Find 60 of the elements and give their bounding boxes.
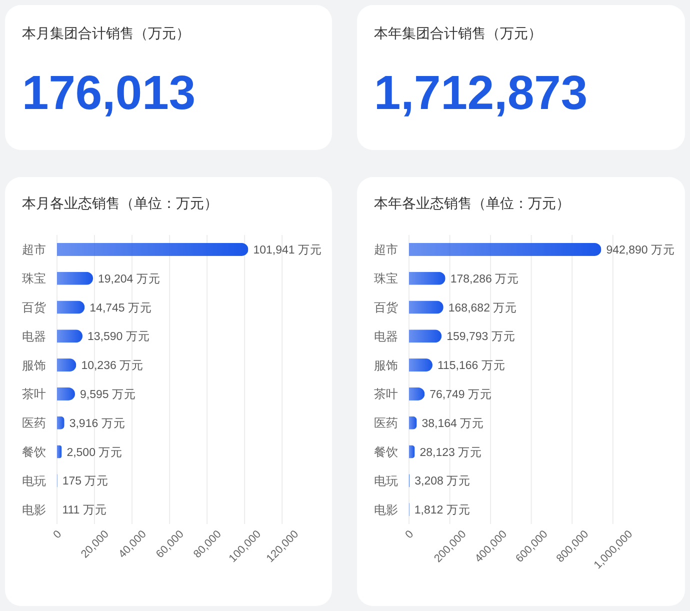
data-label: 3,208 万元 <box>414 474 471 488</box>
y-tick-label: 服饰 <box>374 358 398 372</box>
chart-title: 本月各业态销售（单位：万元） <box>22 195 218 211</box>
y-tick-label: 珠宝 <box>374 272 398 286</box>
y-tick-label: 百货 <box>374 300 398 314</box>
data-label: 28,123 万元 <box>420 446 482 459</box>
y-tick-label: 餐饮 <box>374 444 398 459</box>
y-tick-label: 医药 <box>374 416 398 430</box>
data-label: 3,916 万元 <box>69 416 126 430</box>
data-label: 19,204 万元 <box>98 272 160 286</box>
bar <box>409 358 432 372</box>
data-label: 168,682 万元 <box>448 301 518 314</box>
text: 176,013 <box>22 67 196 120</box>
y-tick-label: 茶叶 <box>22 387 46 402</box>
x-tick-label: 0 <box>403 528 416 542</box>
bar <box>57 300 85 314</box>
bar <box>409 300 444 314</box>
data-label: 76,749 万元 <box>430 388 492 401</box>
y-tick-label: 餐饮 <box>22 444 46 459</box>
chart-title: 本年各业态销售（单位：万元） <box>374 195 570 211</box>
data-label: 13,590 万元 <box>87 330 150 344</box>
bar <box>57 330 82 343</box>
data-label: 9,595 万元 <box>80 388 136 401</box>
x-tick-label: 0 <box>51 528 64 542</box>
bar <box>409 445 415 458</box>
bar <box>57 445 62 458</box>
y-tick-label: 百货 <box>22 300 46 314</box>
bar <box>409 242 602 256</box>
data-label: 1,812 万元 <box>414 504 470 517</box>
data-label: 159,793 万元 <box>446 330 516 344</box>
bar <box>409 272 446 285</box>
data-label: 115,166 万元 <box>437 359 506 372</box>
data-label: 38,164 万元 <box>422 416 484 430</box>
bar <box>57 272 94 285</box>
bar <box>409 330 442 343</box>
data-label: 111 万元 <box>62 504 107 517</box>
y-tick-label: 服饰 <box>22 358 46 372</box>
data-label: 2,500 万元 <box>66 446 123 459</box>
y-tick-label: 医药 <box>22 416 46 430</box>
y-tick-label: 电玩 <box>22 474 46 488</box>
text: 本月集团合计销售（万元） <box>22 25 190 41</box>
data-label: 178,286 万元 <box>450 272 520 286</box>
y-tick-label: 电影 <box>22 502 46 517</box>
bar <box>57 242 248 256</box>
y-tick-label: 超市 <box>374 242 398 257</box>
text: 本年集团合计销售（万元） <box>374 25 542 41</box>
y-tick-label: 茶叶 <box>374 387 398 402</box>
y-tick-label: 电影 <box>374 502 398 517</box>
y-tick-label: 电器 <box>22 329 46 344</box>
bar <box>57 416 64 430</box>
data-label: 14,745 万元 <box>90 301 152 314</box>
y-tick-label: 电玩 <box>374 474 398 488</box>
data-label: 10,236 万元 <box>81 359 144 372</box>
text: 1,712,873 <box>374 67 588 120</box>
data-label: 175 万元 <box>62 474 109 488</box>
y-tick-label: 珠宝 <box>22 272 46 286</box>
y-tick-label: 超市 <box>22 242 46 257</box>
y-tick-label: 电器 <box>374 329 398 344</box>
data-label: 101,941 万元 <box>253 243 322 256</box>
data-label: 942,890 万元 <box>606 243 675 256</box>
